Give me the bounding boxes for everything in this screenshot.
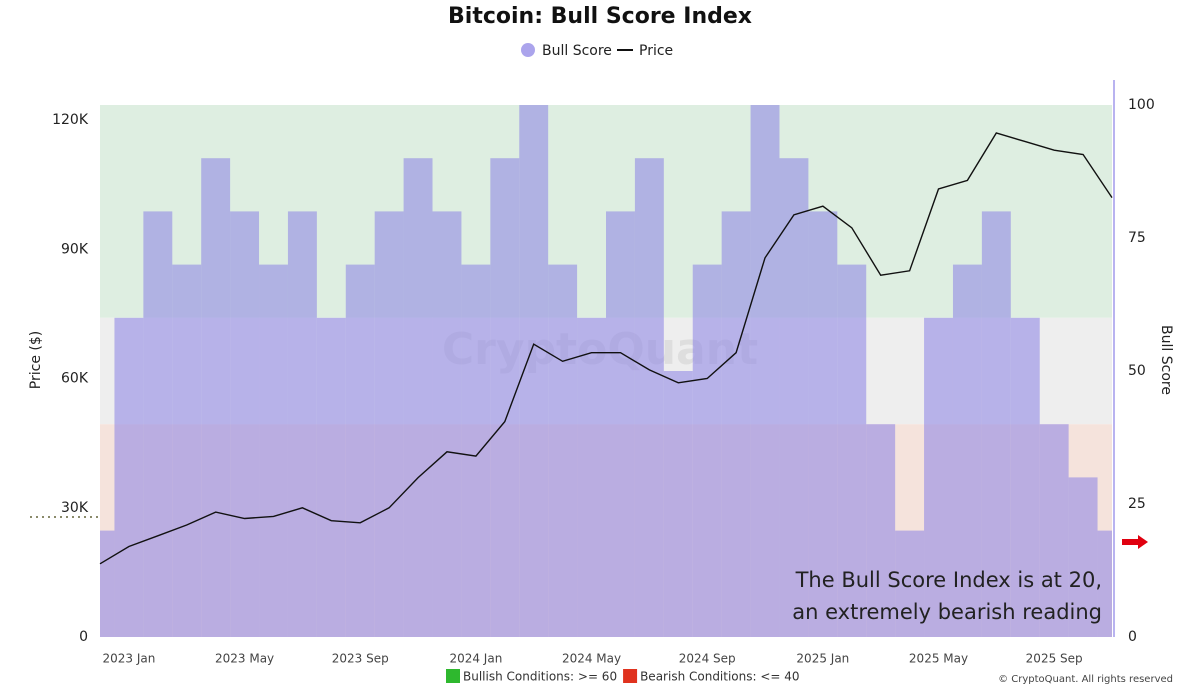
x-tick-label: 2024 May (562, 652, 621, 666)
bull-score-bar (403, 158, 433, 637)
band-legend-swatch (623, 669, 638, 683)
y2-tick-label: 50 (1128, 363, 1146, 379)
legend-swatch (521, 43, 535, 57)
y-tick-label: 90K (61, 241, 89, 257)
bull-score-bar (721, 211, 751, 637)
bull-score-bar (577, 317, 606, 637)
band-legend-label: Bullish Conditions: >= 60 (463, 670, 617, 684)
y-tick-label: 60K (61, 371, 89, 387)
bull-score-bar (345, 264, 375, 637)
bull-score-bar (548, 264, 578, 637)
bull-score-bar (952, 264, 982, 637)
bull-score-bar (143, 211, 173, 637)
bull-score-bar (1039, 424, 1069, 637)
bull-score-bar (981, 211, 1011, 637)
x-tick-label: 2023 Sep (332, 652, 389, 666)
y-tick-label: 30K (61, 500, 89, 516)
x-tick-label: 2024 Jan (449, 652, 502, 666)
y2-axis-title: Bull Score (1158, 325, 1174, 395)
bull-score-bar (1097, 530, 1112, 637)
bull-score-bar (100, 530, 115, 637)
x-tick-label: 2023 May (215, 652, 274, 666)
band-legend-swatch (446, 669, 460, 683)
y2-tick-label: 75 (1128, 230, 1146, 246)
bull-score-bar (837, 264, 867, 637)
bull-score-bar (1010, 317, 1040, 637)
bull-score-bar (808, 211, 838, 637)
bull-score-bar (259, 264, 288, 637)
bull-score-bar (172, 264, 202, 637)
bull-score-bar (895, 530, 925, 637)
bull-score-bar (779, 158, 809, 637)
bull-score-bar (692, 264, 722, 637)
y-tick-label: 0 (79, 629, 88, 645)
bull-score-bar (750, 105, 780, 637)
y2-tick-label: 100 (1128, 97, 1155, 113)
bull-score-bar (1068, 477, 1098, 637)
copyright: © CryptoQuant. All rights reserved (998, 674, 1173, 685)
chart-title: Bitcoin: Bull Score Index (448, 4, 752, 29)
bull-score-bar (287, 211, 317, 637)
bull-score-bar (201, 158, 231, 637)
bull-score-bar (606, 211, 635, 637)
x-tick-label: 2025 May (909, 652, 968, 666)
arrow-icon (1122, 535, 1148, 549)
bull-score-bar (374, 211, 404, 637)
bull-score-bar (316, 317, 346, 637)
x-tick-label: 2025 Jan (796, 652, 849, 666)
bull-score-bar (461, 264, 491, 637)
annotation: The Bull Score Index is at 20, (795, 568, 1102, 592)
legend-label: Bull Score (542, 43, 612, 59)
x-tick-label: 2025 Sep (1026, 652, 1083, 666)
legend-label: Price (639, 43, 673, 59)
y2-tick-label: 0 (1128, 629, 1137, 645)
y-axis-title: Price ($) (28, 331, 44, 389)
x-tick-label: 2024 Sep (679, 652, 736, 666)
bull-score-bar (663, 371, 693, 637)
bull-score-bar (432, 211, 462, 637)
bull-score-bar (924, 317, 953, 637)
bull-score-bar (634, 158, 664, 637)
annotation: an extremely bearish reading (792, 600, 1102, 624)
band-legend-label: Bearish Conditions: <= 40 (640, 670, 799, 684)
bull-score-bar (114, 317, 144, 637)
bull-score-bar (230, 211, 260, 637)
x-tick-label: 2023 Jan (102, 652, 155, 666)
y2-tick-label: 25 (1128, 496, 1146, 512)
y-tick-label: 120K (52, 112, 89, 128)
bull-score-bar (866, 424, 896, 637)
price-line (99, 132, 1113, 565)
bull-score-bar (490, 158, 520, 637)
